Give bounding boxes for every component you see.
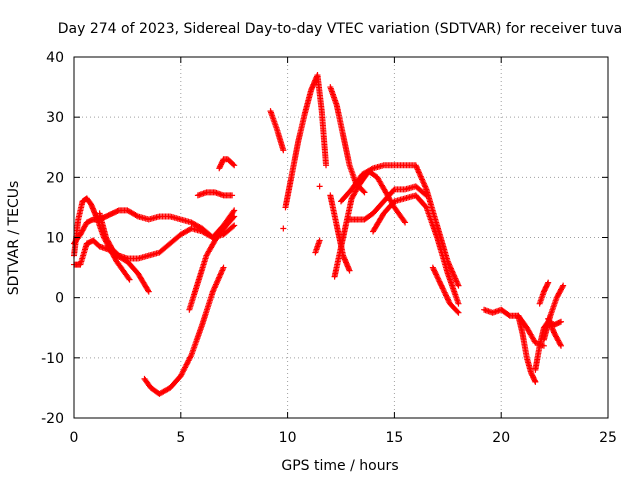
series-arc17: [370, 192, 462, 307]
series-arc9: [267, 108, 287, 154]
data-point-plus: [312, 237, 323, 256]
data-point-plus: [141, 264, 227, 397]
data-point-plus: [429, 264, 462, 316]
y-tick-label: 30: [46, 110, 64, 126]
y-tick-label: -20: [41, 411, 64, 427]
data-point-plus: [216, 156, 238, 172]
data-point-plus: [267, 108, 287, 154]
data-point-plus: [280, 183, 323, 232]
y-tick-label: 10: [46, 231, 64, 247]
series-arc22: [536, 279, 552, 307]
data-point-plus: [370, 192, 462, 307]
series-arc5: [141, 264, 227, 397]
series-arc15: [344, 183, 430, 223]
series-arc11: [312, 237, 323, 256]
data-point-plus: [344, 183, 430, 223]
series-arc24: [540, 282, 567, 343]
series-arc20: [515, 312, 539, 385]
series-arc6: [186, 213, 238, 313]
data-point-plus: [540, 282, 567, 343]
data-point-plus: [282, 72, 330, 211]
x-tick-label: 10: [279, 430, 297, 446]
series-arc18: [429, 264, 462, 316]
x-axis-label: GPS time / hours: [281, 458, 398, 474]
y-tick-label: 20: [46, 170, 64, 186]
x-tick-label: 15: [385, 430, 403, 446]
y-tick-label: 0: [55, 291, 64, 307]
axis-ticks: 0 5 10 15 20 25 40 30 20 10 0 -10 -20: [41, 50, 617, 446]
series-arc7: [194, 189, 236, 199]
series-arc16: [338, 162, 462, 289]
x-tick-label: 5: [176, 430, 185, 446]
series-arc8: [216, 156, 238, 172]
series-arc10: [282, 72, 330, 211]
data-point-plus: [338, 162, 462, 289]
x-tick-label: 25: [599, 430, 617, 446]
series-outliers: [280, 183, 323, 232]
data-point-plus: [186, 213, 238, 313]
y-axis-label: SDTVAR / TECUs: [6, 181, 22, 296]
chart-title: Day 274 of 2023, Sidereal Day-to-day VTE…: [58, 21, 622, 37]
x-tick-label: 0: [70, 430, 79, 446]
x-tick-label: 20: [492, 430, 510, 446]
y-tick-label: -10: [41, 351, 64, 367]
data-point-plus: [515, 312, 539, 385]
grid: [74, 57, 608, 418]
y-tick-label: 40: [46, 50, 64, 66]
data-point-plus: [194, 189, 236, 199]
data-points: [71, 72, 567, 397]
data-point-plus: [536, 279, 552, 307]
